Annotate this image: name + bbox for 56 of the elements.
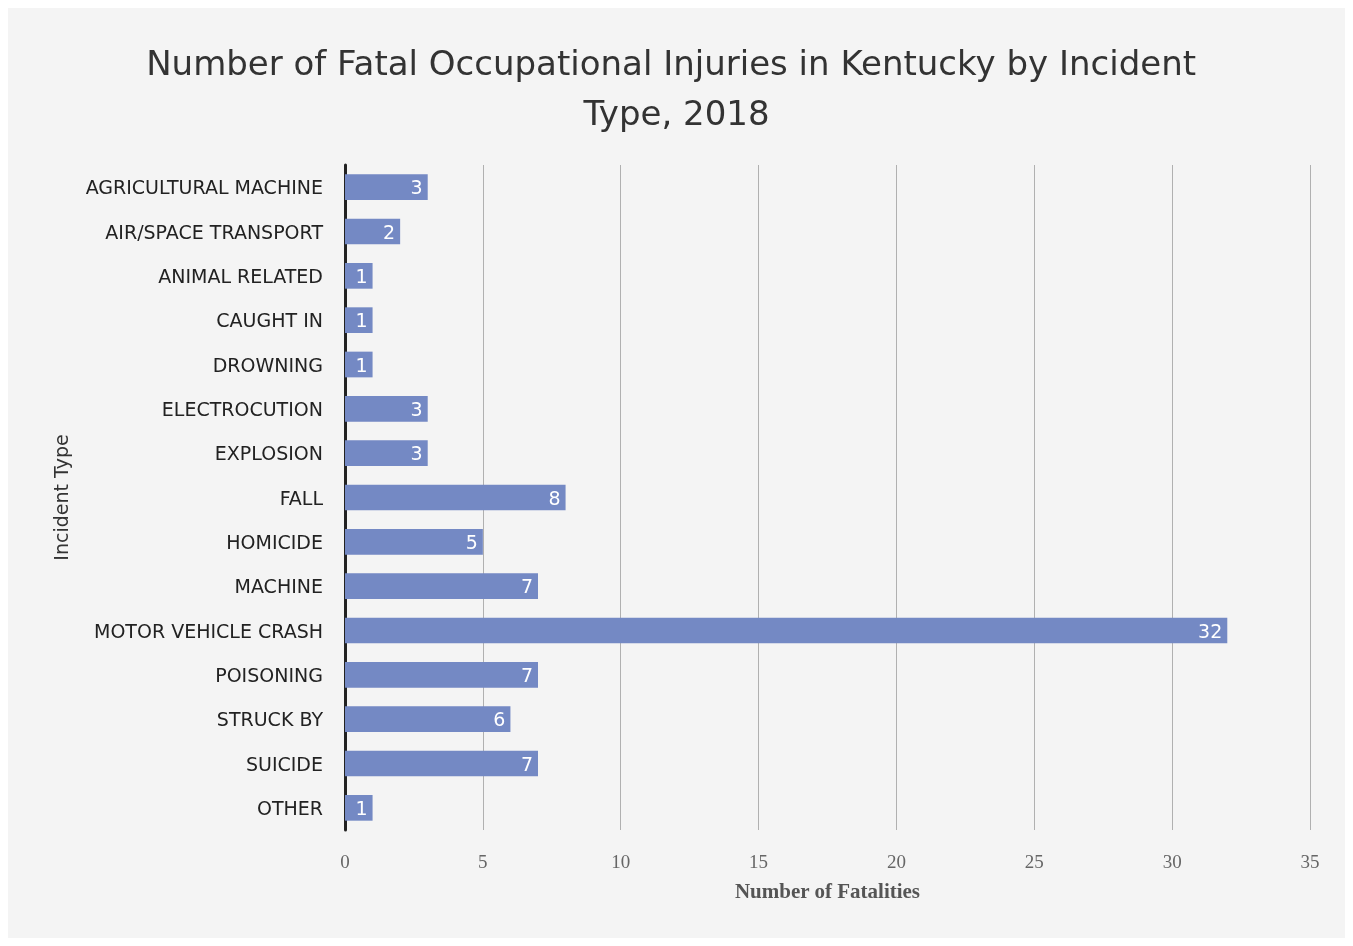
x-tick-label: 0	[340, 851, 350, 872]
chart-title: Number of Fatal Occupational Injuries in Kentucky by Incident Type, 2018	[146, 43, 1207, 133]
bar	[345, 440, 428, 467]
bar	[345, 307, 373, 334]
bar	[345, 706, 511, 733]
bar	[345, 661, 538, 688]
y-tick-label: ANIMAL RELATED	[158, 264, 323, 287]
bar	[345, 262, 373, 289]
y-axis-title: Incident Type	[49, 434, 72, 561]
data-label: 1	[355, 264, 368, 287]
y-tick-label: AIR/SPACE TRANSPORT	[105, 220, 324, 243]
data-label: 3	[410, 397, 423, 420]
data-label: 3	[410, 442, 423, 465]
x-axis-title: Number of Fatalities	[734, 878, 921, 903]
x-tick-label: 20	[886, 851, 906, 872]
y-tick-label: FALL	[279, 486, 324, 509]
y-tick-label: SUICIDE	[245, 752, 323, 775]
y-tick-label: ELECTROCUTION	[161, 397, 323, 420]
x-tick-label: 10	[611, 851, 631, 872]
data-label: 6	[493, 708, 506, 731]
data-label: 5	[465, 530, 478, 553]
bar	[345, 174, 428, 201]
data-label: 2	[383, 220, 396, 243]
y-tick-label: DROWNING	[212, 353, 323, 376]
bar	[345, 794, 373, 821]
data-label: 1	[355, 309, 368, 332]
x-tick-label: 5	[478, 851, 488, 872]
data-label: 1	[355, 796, 368, 819]
data-label: 7	[520, 663, 533, 686]
y-tick-label: POISONING	[215, 663, 323, 686]
y-tick-label: CAUGHT IN	[216, 309, 323, 332]
x-tick-label: 15	[749, 851, 769, 872]
bar	[345, 617, 1228, 644]
y-tick-label: EXPLOSION	[214, 442, 323, 465]
bar	[345, 395, 428, 422]
y-tick-label: MACHINE	[234, 575, 323, 598]
data-label: 8	[548, 486, 561, 509]
y-tick-label: OTHER	[256, 796, 323, 819]
data-label: 1	[355, 353, 368, 376]
bar	[345, 484, 566, 511]
y-tick-label: AGRICULTURAL MACHINE	[85, 176, 323, 199]
bar	[345, 218, 401, 245]
x-tick-label: 25	[1024, 851, 1044, 872]
bar	[345, 528, 483, 555]
data-label: 7	[520, 575, 533, 598]
y-tick-label: STRUCK BY	[216, 708, 324, 731]
x-tick-label: 30	[1162, 851, 1182, 872]
data-label: 3	[410, 176, 423, 199]
bar	[345, 351, 373, 378]
y-tick-label: HOMICIDE	[226, 530, 323, 553]
y-tick-label: MOTOR VEHICLE CRASH	[94, 619, 323, 642]
bar	[345, 750, 538, 777]
data-label: 32	[1198, 619, 1223, 642]
x-tick-label: 35	[1300, 851, 1320, 872]
data-label: 7	[520, 752, 533, 775]
bar	[345, 573, 538, 600]
